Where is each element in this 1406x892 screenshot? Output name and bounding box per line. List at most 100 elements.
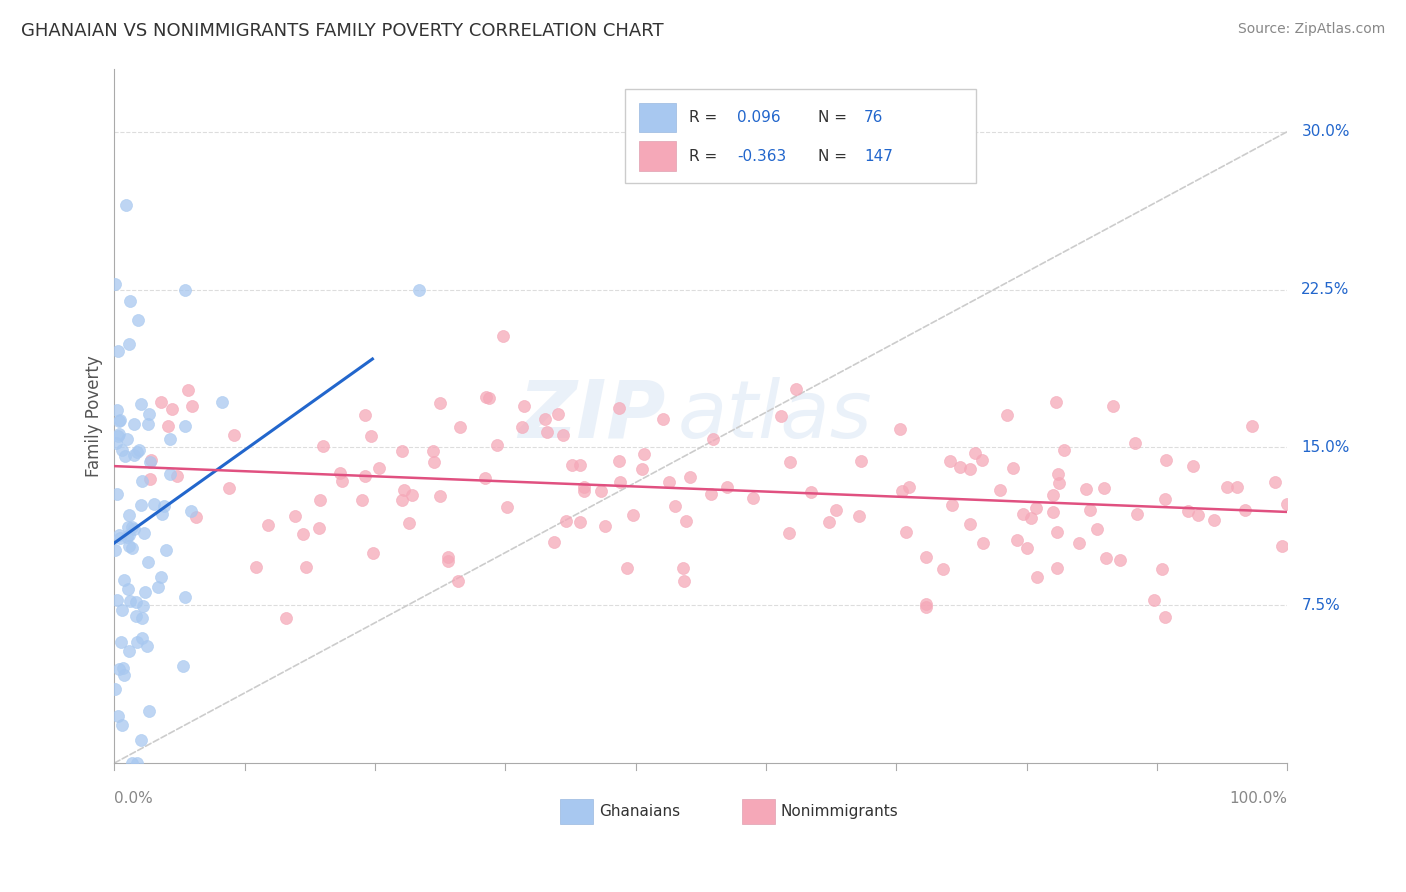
Point: [166, 469, 188, 483]
Point: [138, 704, 160, 718]
Point: [1126, 508, 1149, 522]
Point: [104, 277, 127, 291]
Point: [129, 732, 152, 747]
Point: [1001, 461, 1024, 475]
Point: [778, 526, 800, 541]
Point: [117, 520, 139, 534]
Point: [132, 526, 155, 541]
Point: [184, 510, 207, 524]
Point: [146, 580, 169, 594]
Point: [108, 528, 131, 542]
Point: [447, 574, 470, 588]
Point: [1102, 399, 1125, 413]
Point: [134, 584, 156, 599]
Point: [769, 409, 792, 423]
Point: [1233, 502, 1256, 516]
Point: [1005, 533, 1028, 548]
Point: [224, 428, 246, 442]
Point: [391, 493, 413, 508]
Point: [354, 468, 377, 483]
Point: [800, 485, 823, 500]
Point: [107, 344, 129, 359]
Point: [107, 414, 129, 428]
Text: R =: R =: [689, 149, 723, 163]
Point: [702, 432, 724, 446]
Point: [595, 518, 617, 533]
Point: [1182, 458, 1205, 473]
Text: 15.0%: 15.0%: [1302, 440, 1350, 455]
Point: [131, 631, 153, 645]
Point: [536, 425, 558, 440]
Point: [609, 475, 631, 490]
Point: [543, 534, 565, 549]
Point: [111, 443, 134, 458]
Point: [621, 508, 644, 522]
Point: [915, 599, 938, 614]
Point: [125, 756, 148, 770]
Point: [672, 574, 695, 588]
Point: [138, 472, 160, 486]
Point: [155, 543, 177, 558]
Point: [1017, 541, 1039, 555]
Point: [422, 444, 444, 458]
Point: [1154, 453, 1177, 467]
Text: ZIP: ZIP: [519, 376, 665, 455]
Point: [361, 546, 384, 560]
Text: 22.5%: 22.5%: [1302, 282, 1350, 297]
Point: [972, 536, 994, 550]
Point: [111, 661, 134, 675]
Point: [129, 397, 152, 411]
Text: 0.096: 0.096: [737, 111, 780, 126]
Point: [122, 448, 145, 462]
Point: [120, 594, 142, 608]
Bar: [638, 141, 676, 170]
Point: [848, 508, 870, 523]
Y-axis label: Family Poverty: Family Poverty: [86, 355, 103, 476]
Point: [492, 329, 515, 343]
Point: [437, 554, 460, 568]
Point: [429, 489, 451, 503]
Text: N =: N =: [818, 111, 852, 126]
Text: 76: 76: [863, 111, 883, 126]
Point: [292, 527, 315, 541]
Point: [547, 407, 569, 421]
Point: [1053, 442, 1076, 457]
Point: [716, 480, 738, 494]
Point: [159, 432, 181, 446]
Point: [180, 504, 202, 518]
Point: [1154, 491, 1177, 506]
Point: [849, 454, 872, 468]
Point: [699, 487, 721, 501]
Point: [1187, 508, 1209, 522]
Point: [107, 429, 129, 443]
Point: [963, 446, 986, 460]
Text: 100.0%: 100.0%: [1229, 791, 1288, 805]
Point: [475, 391, 498, 405]
Point: [741, 491, 763, 506]
Point: [149, 569, 172, 583]
Bar: [742, 799, 775, 824]
Point: [939, 453, 962, 467]
Text: 7.5%: 7.5%: [1302, 598, 1340, 613]
Point: [330, 474, 353, 488]
Point: [115, 432, 138, 446]
Point: [1045, 395, 1067, 409]
Point: [1095, 550, 1118, 565]
Point: [408, 283, 430, 297]
Point: [533, 412, 555, 426]
Point: [914, 550, 936, 565]
Point: [1264, 475, 1286, 489]
Point: [1025, 570, 1047, 584]
Point: [449, 420, 471, 434]
Point: [143, 497, 166, 511]
Point: [103, 682, 125, 697]
Point: [785, 382, 807, 396]
Text: N =: N =: [818, 149, 852, 163]
Point: [1241, 419, 1264, 434]
Point: [173, 283, 195, 297]
Text: -0.363: -0.363: [737, 149, 786, 163]
Point: [513, 399, 536, 413]
Text: atlas: atlas: [678, 376, 872, 455]
Point: [675, 514, 697, 528]
Point: [294, 560, 316, 574]
